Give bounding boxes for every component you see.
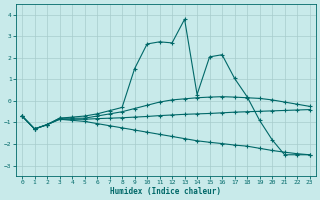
X-axis label: Humidex (Indice chaleur): Humidex (Indice chaleur) <box>110 187 221 196</box>
